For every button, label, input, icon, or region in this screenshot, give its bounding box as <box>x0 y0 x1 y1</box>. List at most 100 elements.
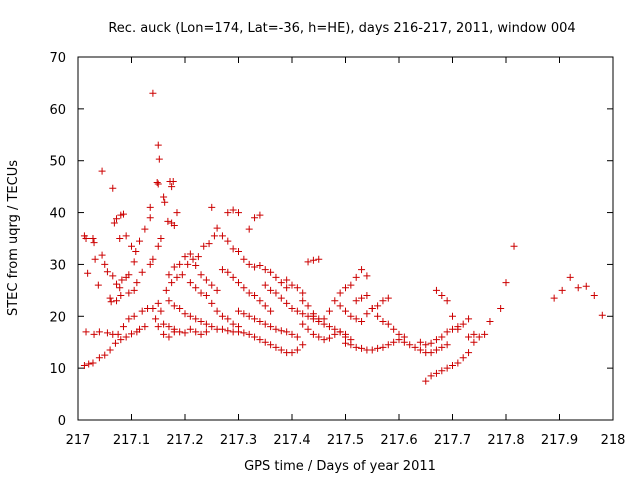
data-point <box>101 260 109 268</box>
data-point <box>85 360 93 368</box>
data-point <box>173 209 181 217</box>
data-point <box>304 258 312 266</box>
data-point <box>200 242 208 250</box>
data-point <box>261 266 269 274</box>
x-tick-label: 217.8 <box>487 433 524 448</box>
data-point <box>125 271 133 279</box>
data-point <box>288 305 296 313</box>
data-point <box>390 325 398 333</box>
data-point <box>218 266 226 274</box>
data-point <box>256 211 264 219</box>
y-tick-label: 20 <box>49 310 66 325</box>
data-point <box>427 372 435 380</box>
data-point <box>113 215 121 223</box>
data-point <box>89 235 97 242</box>
data-point <box>154 323 162 331</box>
data-point <box>116 284 124 292</box>
data-point <box>90 239 98 247</box>
data-point <box>103 268 111 276</box>
data-point <box>90 330 98 338</box>
data-point <box>109 272 117 280</box>
data-point <box>133 279 141 287</box>
data-point <box>240 329 248 337</box>
data-point <box>160 320 168 328</box>
data-point <box>125 315 133 323</box>
data-point <box>162 286 170 294</box>
data-point <box>325 334 333 342</box>
data-point <box>106 294 114 302</box>
data-point <box>110 219 118 227</box>
data-point <box>192 328 200 336</box>
data-point <box>283 276 291 284</box>
data-point <box>117 292 125 300</box>
data-point <box>320 336 328 344</box>
data-point <box>192 284 200 292</box>
data-point <box>168 279 176 287</box>
data-point <box>432 346 440 354</box>
data-point <box>136 325 144 333</box>
data-point <box>267 307 275 315</box>
data-point <box>208 203 216 211</box>
data-point <box>304 302 312 310</box>
data-point <box>277 346 285 354</box>
data-point <box>299 320 307 328</box>
data-point <box>235 247 242 255</box>
data-point <box>146 203 154 211</box>
data-point <box>117 336 125 344</box>
data-point <box>224 237 232 245</box>
data-point <box>197 317 205 325</box>
data-point <box>138 307 146 315</box>
data-point <box>202 328 210 336</box>
y-tick-label: 10 <box>49 362 66 377</box>
x-tick-label: 217 <box>66 433 91 448</box>
data-point <box>384 294 392 302</box>
data-point <box>157 307 165 315</box>
data-point <box>331 297 339 305</box>
data-point <box>443 297 451 305</box>
data-point <box>358 344 366 352</box>
data-point <box>288 330 296 338</box>
data-point <box>98 167 106 175</box>
data-point <box>283 328 291 336</box>
data-point <box>427 339 435 347</box>
data-point <box>202 320 210 328</box>
x-tick-label: 217.1 <box>113 433 150 448</box>
data-point <box>89 359 97 367</box>
data-point <box>256 261 264 269</box>
data-point <box>481 330 489 338</box>
data-point <box>352 343 360 351</box>
data-point <box>299 341 307 349</box>
data-point <box>213 286 221 294</box>
data-point <box>164 217 172 225</box>
data-point <box>347 312 355 320</box>
data-point <box>170 222 178 230</box>
data-point <box>454 359 462 367</box>
data-point <box>186 250 194 258</box>
data-point <box>165 297 173 305</box>
x-tick-label: 217.5 <box>327 433 364 448</box>
data-point <box>470 330 478 338</box>
data-point <box>358 266 366 274</box>
data-point <box>309 256 317 264</box>
data-point <box>170 328 178 336</box>
data-point <box>272 325 280 333</box>
data-point <box>103 329 111 337</box>
data-point <box>283 284 291 292</box>
data-point <box>210 232 218 240</box>
data-point <box>320 315 328 323</box>
x-tick-label: 217.2 <box>166 433 203 448</box>
data-point <box>111 339 119 347</box>
data-point <box>157 235 165 242</box>
data-point <box>165 271 173 279</box>
data-point <box>173 273 181 281</box>
data-point <box>293 307 301 315</box>
data-point <box>125 289 133 297</box>
data-point <box>251 292 259 300</box>
x-tick-label: 217.7 <box>434 433 471 448</box>
data-point <box>235 279 242 287</box>
x-tick-label: 218 <box>601 433 626 448</box>
data-point <box>202 292 210 300</box>
data-point <box>229 320 237 328</box>
data-point <box>107 298 115 306</box>
